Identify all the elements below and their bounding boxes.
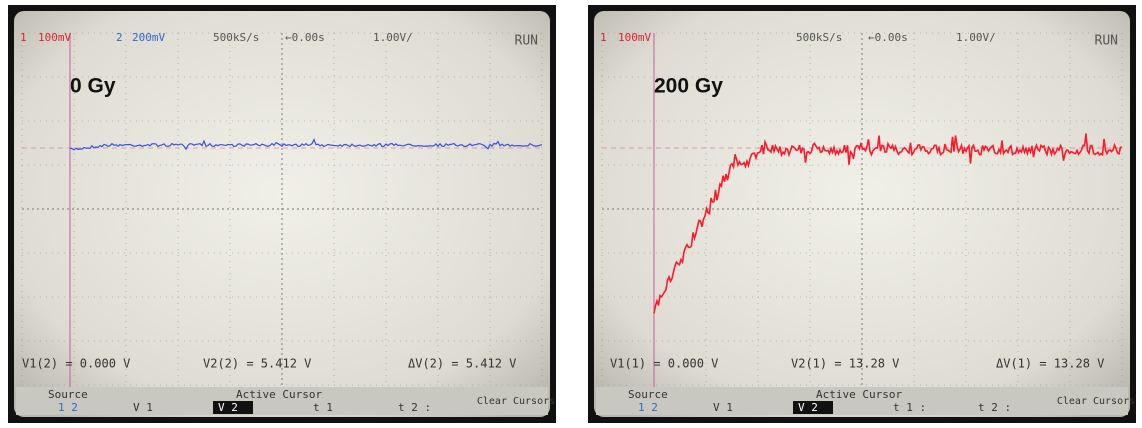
sample-rate: 500kS/s	[796, 31, 842, 44]
cursor-readout: ΔV(2) = 5.412 V	[408, 357, 516, 371]
cursor-readout: ΔV(1) = 13.28 V	[996, 357, 1104, 371]
softkey-bar	[16, 387, 548, 415]
dose-label: 0 Gy	[70, 75, 116, 98]
trigger: 1.00V/	[956, 31, 996, 44]
softkey-t2: t 2 :	[978, 401, 1011, 414]
softkey-v2: V 2	[798, 401, 818, 414]
softkey-source: Source	[628, 388, 668, 401]
channel-2-scale: 200mV	[132, 31, 165, 44]
cursor-readout: V2(2) = 5.412 V	[203, 357, 311, 371]
signal-trace	[69, 137, 543, 151]
softkey-clear: Clear Cursors	[477, 396, 555, 407]
scope-panel: 1 100mV 2 200mV 500kS/s ←0.00s 1.00V/RUN 0 Gy V1…	[8, 5, 556, 423]
softkey-v1: V 1	[713, 401, 733, 414]
softkey-channels: 1 2	[58, 401, 78, 414]
softkey-v1: V 1	[133, 401, 153, 414]
softkey-t1: t 1 :	[893, 401, 926, 414]
scope-panel: 1 100mV 500kS/s ←0.00s 1.00V/RUN 200 Gy V1(1) …	[588, 5, 1136, 423]
channel-1-scale: 100mV	[618, 31, 651, 44]
cursor-readout: V1(1) = 0.000 V	[610, 357, 718, 371]
softkey-source: Source	[48, 388, 88, 401]
channel-1: 1	[600, 31, 607, 44]
softkey-t1: t 1	[313, 401, 333, 414]
run-status: RUN	[515, 34, 538, 49]
softkey-v2-bg	[213, 401, 253, 414]
trigger: 1.00V/	[373, 31, 413, 44]
delay: ←0.00s	[868, 31, 908, 44]
softkey-active-cursor: Active Cursor	[236, 388, 322, 401]
dose-label: 200 Gy	[654, 75, 723, 98]
sample-rate: 500kS/s	[213, 31, 259, 44]
softkey-bar	[596, 387, 1128, 415]
softkey-channels: 1 2	[638, 401, 658, 414]
softkey-v2-bg	[793, 401, 833, 414]
softkey-clear: Clear Cursors	[1057, 396, 1135, 407]
softkey-t2: t 2 :	[398, 401, 431, 414]
delay: ←0.00s	[285, 31, 325, 44]
channel-1-scale: 100mV	[38, 31, 71, 44]
cursor-readout: V2(1) = 13.28 V	[791, 357, 899, 371]
cursor-readout: V1(2) = 0.000 V	[22, 357, 130, 371]
softkey-active-cursor: Active Cursor	[816, 388, 902, 401]
run-status: RUN	[1095, 34, 1118, 49]
channel-1: 1	[20, 31, 27, 44]
softkey-v2: V 2	[218, 401, 238, 414]
signal-trace	[653, 133, 1123, 314]
channel-2: 2	[116, 31, 123, 44]
